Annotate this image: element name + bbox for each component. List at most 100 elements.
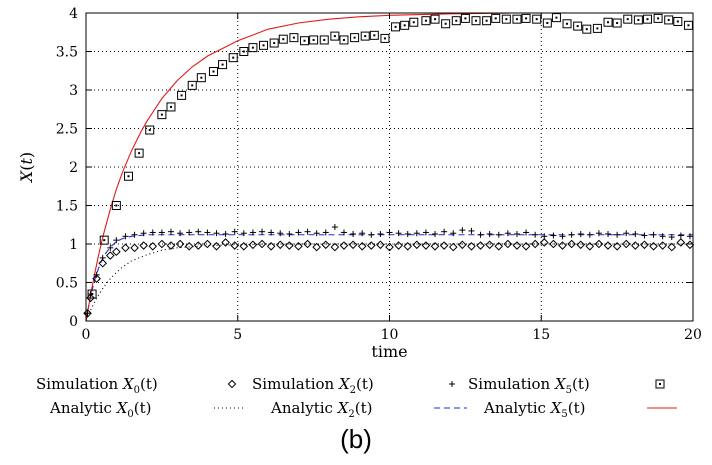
- data-point-square: [573, 21, 583, 31]
- data-point-plus: [459, 227, 466, 234]
- data-point-plus: [677, 232, 684, 239]
- data-point-diamond: [458, 240, 467, 250]
- data-point-plus: [532, 231, 539, 238]
- x-tick-labels: 0 5 10 15 20: [82, 327, 702, 343]
- data-point-plus: [140, 230, 147, 237]
- data-point-diamond: [239, 242, 249, 251]
- data-point-diamond: [83, 308, 92, 318]
- data-point-plus: [167, 228, 174, 235]
- data-point-plus: [331, 224, 338, 231]
- data-point-square: [430, 14, 440, 24]
- data-point-plus: [441, 228, 448, 235]
- data-point-square: [145, 125, 155, 135]
- data-point-square: [391, 22, 401, 32]
- data-point-plus: [131, 231, 138, 238]
- data-point-diamond: [121, 243, 130, 253]
- x-tick-label: 5: [233, 327, 242, 343]
- data-point-plus: [350, 230, 357, 237]
- data-point-diamond: [576, 240, 586, 250]
- data-point-square: [228, 53, 238, 63]
- data-point-plus: [550, 232, 557, 239]
- data-point-plus: [659, 233, 666, 240]
- data-point-square: [300, 36, 310, 46]
- data-point-plus: [632, 230, 639, 237]
- data-point-plus: [413, 230, 420, 237]
- data-point-square: [653, 13, 663, 23]
- data-point-diamond: [275, 240, 285, 250]
- data-point-diamond: [467, 242, 476, 251]
- analytic-curves: [85, 12, 693, 322]
- series-markers-2: [87, 13, 693, 299]
- data-point-square: [471, 16, 481, 26]
- data-point-diamond: [348, 240, 358, 250]
- data-point-diamond: [130, 243, 139, 253]
- data-point-plus: [222, 230, 229, 237]
- data-point-diamond: [303, 239, 312, 249]
- data-point-plus: [322, 229, 329, 236]
- data-point-diamond: [594, 239, 604, 249]
- data-point-square: [166, 102, 176, 112]
- data-point-square: [562, 19, 572, 29]
- data-point-plus: [213, 230, 220, 237]
- series-line-4: [85, 234, 693, 322]
- data-point-square: [441, 19, 451, 29]
- data-point-plus: [477, 231, 484, 238]
- data-point-square: [111, 201, 121, 210]
- data-point-diamond: [230, 241, 240, 250]
- data-point-plus: [422, 229, 429, 236]
- data-point-plus: [359, 230, 366, 237]
- data-point-diamond: [676, 238, 686, 247]
- data-point-diamond: [184, 242, 194, 251]
- legend-label: Simulation X2(t): [252, 375, 374, 396]
- data-point-plus: [340, 229, 347, 236]
- data-point-plus: [386, 229, 393, 236]
- legend-marker-diamond: [227, 379, 237, 389]
- data-point-square: [99, 235, 109, 245]
- data-point-diamond: [549, 239, 558, 249]
- data-point-diamond: [98, 258, 107, 268]
- data-point-square: [623, 14, 633, 24]
- data-point-plus: [149, 229, 156, 236]
- data-point-diamond: [321, 240, 331, 250]
- plot-frame: [85, 12, 694, 322]
- data-point-diamond: [148, 242, 158, 251]
- data-point-square: [369, 30, 379, 40]
- data-point-plus: [541, 233, 548, 240]
- data-point-square: [123, 171, 133, 181]
- data-point-diamond: [257, 239, 267, 249]
- data-point-diamond: [521, 242, 531, 251]
- data-point-square: [683, 20, 693, 30]
- y-tick-label: 3: [69, 83, 78, 99]
- legend-marker-plus: [449, 381, 455, 387]
- data-point-plus: [195, 228, 202, 235]
- data-point-diamond: [294, 242, 303, 251]
- data-point-plus: [377, 230, 384, 237]
- data-point-plus: [650, 231, 657, 238]
- data-point-square: [521, 13, 531, 23]
- data-point-diamond: [439, 241, 449, 250]
- data-point-square: [269, 38, 279, 48]
- series-markers-0: [83, 238, 695, 318]
- data-point-square: [421, 16, 431, 26]
- data-point-plus: [107, 244, 114, 251]
- data-point-plus: [395, 230, 402, 237]
- data-point-square: [542, 18, 552, 28]
- data-point-plus: [568, 231, 575, 238]
- data-point-plus: [295, 229, 302, 236]
- data-point-plus: [277, 230, 284, 237]
- data-point-plus: [523, 229, 530, 236]
- data-point-square: [339, 35, 349, 45]
- data-point-diamond: [403, 242, 413, 251]
- data-point-diamond: [285, 241, 294, 250]
- data-point-plus: [504, 230, 511, 237]
- data-point-plus: [577, 230, 584, 237]
- x-tick-label: 0: [82, 327, 91, 343]
- data-point-plus: [286, 230, 293, 237]
- data-point-diamond: [530, 239, 540, 249]
- x-tick-label: 10: [381, 327, 399, 343]
- data-point-plus: [623, 230, 630, 237]
- y-tick-labels: 0 0.5 1 1.5 2 2.5 3 3.5 4: [56, 6, 78, 330]
- data-point-square: [278, 34, 288, 44]
- data-point-diamond: [105, 251, 115, 260]
- data-point-diamond: [266, 242, 276, 251]
